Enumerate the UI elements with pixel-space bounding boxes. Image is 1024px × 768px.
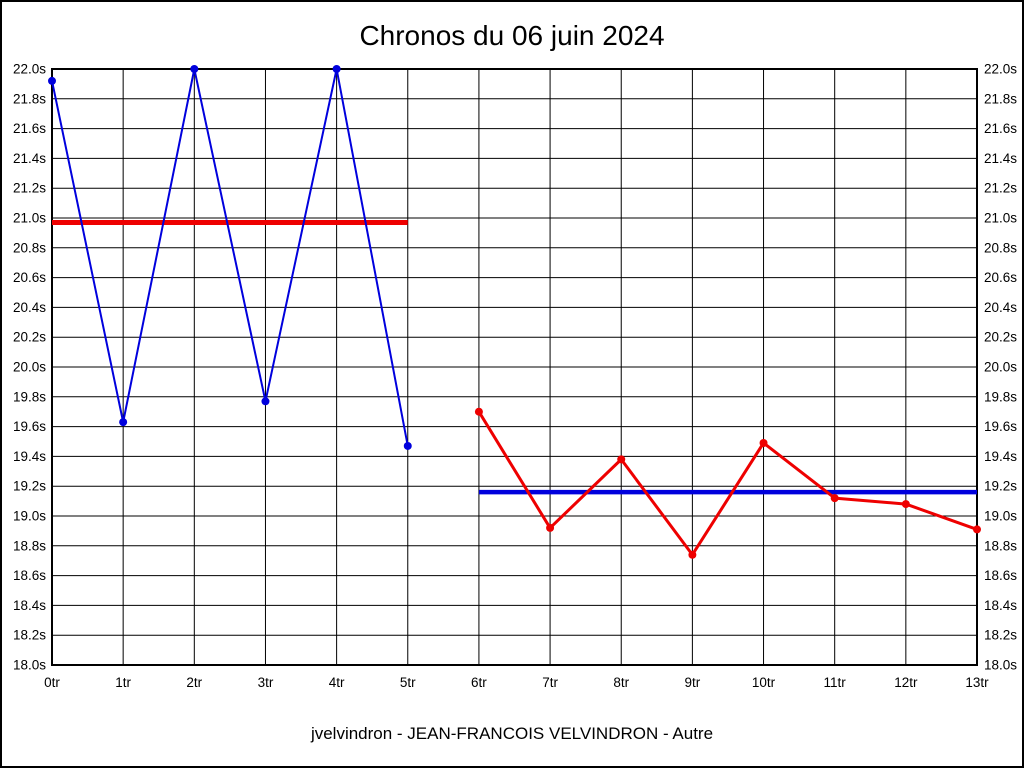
y-axis-label-left: 18.4s: [13, 598, 46, 613]
data-point-marker: [759, 438, 768, 447]
y-axis-label-left: 21.8s: [13, 91, 46, 106]
y-axis-label-right: 19.6s: [984, 419, 1017, 434]
x-axis-label: 6tr: [471, 675, 487, 690]
data-point-marker: [119, 418, 128, 427]
y-axis-label-left: 19.0s: [13, 509, 46, 524]
y-axis-label-left: 21.0s: [13, 211, 46, 226]
y-axis-label-left: 18.8s: [13, 538, 46, 553]
y-axis-label-right: 22.0s: [984, 62, 1017, 77]
data-point-marker: [973, 525, 981, 534]
chart-title: Chronos du 06 juin 2024: [359, 20, 665, 51]
y-axis-label-left: 19.6s: [13, 419, 46, 434]
y-axis-label-right: 18.0s: [984, 658, 1017, 673]
x-axis-label: 2tr: [186, 675, 202, 690]
data-point-marker: [901, 500, 910, 509]
y-axis-label-right: 21.8s: [984, 91, 1017, 106]
y-axis-label-left: 18.6s: [13, 568, 46, 583]
y-axis-label-right: 18.2s: [984, 628, 1017, 643]
y-axis-label-right: 20.0s: [984, 360, 1017, 375]
y-axis-label-right: 18.4s: [984, 598, 1017, 613]
y-axis-label-left: 20.0s: [13, 360, 46, 375]
y-axis-label-left: 19.8s: [13, 389, 46, 404]
y-axis-label-left: 22.0s: [13, 62, 46, 77]
series-line-chronos-bloc-1: [51, 68, 409, 447]
data-point-marker: [474, 407, 483, 416]
data-point-marker: [48, 76, 56, 85]
y-axis-label-right: 21.4s: [984, 151, 1017, 166]
data-point-marker: [261, 397, 270, 406]
x-axis-label: 12tr: [894, 675, 918, 690]
y-axis-label-right: 21.0s: [984, 211, 1017, 226]
x-axis-label: 0tr: [44, 675, 60, 690]
y-axis-label-right: 20.4s: [984, 300, 1017, 315]
y-axis-label-left: 19.4s: [13, 449, 46, 464]
data-point-marker: [332, 65, 341, 73]
data-point-marker: [830, 494, 839, 503]
x-axis-label: 11tr: [824, 675, 847, 690]
x-axis-label: 4tr: [329, 675, 345, 690]
data-point-marker: [403, 441, 412, 450]
y-axis-label-left: 19.2s: [13, 479, 46, 494]
x-axis-label: 1tr: [115, 675, 131, 690]
y-axis-label-left: 20.2s: [13, 330, 46, 345]
plot-border: [51, 68, 978, 666]
y-axis-label-right: 19.0s: [984, 509, 1017, 524]
x-axis-label: 7tr: [542, 675, 558, 690]
series-line-chronos-bloc-2: [477, 410, 978, 557]
y-axis-label-right: 20.2s: [984, 330, 1017, 345]
data-point-marker: [546, 523, 555, 532]
data-point-marker: [688, 550, 697, 559]
x-axis-label: 13tr: [965, 675, 989, 690]
x-axis-label: 3tr: [258, 675, 274, 690]
y-axis-label-left: 20.4s: [13, 300, 46, 315]
data-point-marker: [617, 455, 626, 464]
y-axis-label-left: 21.2s: [13, 181, 46, 196]
x-axis-label: 8tr: [613, 675, 629, 690]
data-point-marker: [190, 65, 199, 73]
y-axis-label-right: 21.2s: [984, 181, 1017, 196]
y-axis-label-left: 20.8s: [13, 240, 46, 255]
y-axis-label-left: 18.0s: [13, 658, 46, 673]
y-axis-label-left: 21.6s: [13, 121, 46, 136]
x-axis-label: 9tr: [685, 675, 701, 690]
x-axis-label: 5tr: [400, 675, 416, 690]
y-axis-label-right: 19.8s: [984, 389, 1017, 404]
y-axis-label-right: 19.4s: [984, 449, 1017, 464]
y-axis-label-right: 20.8s: [984, 240, 1017, 255]
y-axis-label-left: 21.4s: [13, 151, 46, 166]
y-axis-label-right: 18.8s: [984, 538, 1017, 553]
x-axis-label: 10tr: [752, 675, 776, 690]
y-axis-label-right: 21.6s: [984, 121, 1017, 136]
y-axis-label-left: 20.6s: [13, 270, 46, 285]
y-axis-label-right: 20.6s: [984, 270, 1017, 285]
y-axis-label-right: 18.6s: [984, 568, 1017, 583]
y-axis-label-right: 19.2s: [984, 479, 1017, 494]
chart-caption: jvelvindron - JEAN-FRANCOIS VELVINDRON -…: [310, 724, 714, 743]
y-axis-label-left: 18.2s: [13, 628, 46, 643]
